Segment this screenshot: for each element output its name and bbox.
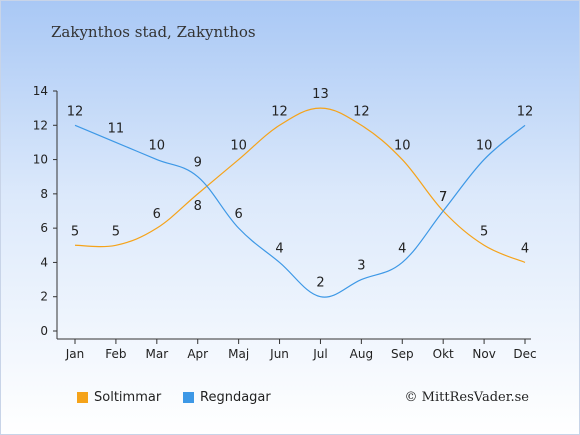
legend-item-soltimmar: Soltimmar [77, 390, 161, 405]
y-tick-label: 2 [40, 290, 48, 304]
data-label-soltimmar: 5 [71, 224, 79, 239]
series-line-regndagar [74, 124, 526, 298]
x-tick-label: Dec [513, 347, 536, 361]
series-line-soltimmar [74, 107, 526, 263]
x-tick-label: Nov [472, 347, 495, 361]
data-label-regndagar: 12 [67, 104, 84, 119]
legend-swatch-soltimmar [77, 392, 88, 403]
copyright-text: © MittResVader.se [404, 390, 529, 405]
data-label-regndagar: 6 [234, 207, 242, 222]
y-axis-ticks: 0 2 4 6 8 10 12 14 [33, 84, 57, 338]
y-tick-label: 4 [40, 255, 48, 269]
x-tick-label: Apr [187, 347, 208, 361]
data-label-regndagar: 4 [398, 241, 406, 256]
x-axis-ticks: Jan Feb Mar Apr Maj Jun Jul Aug Sep Okt Nov Dec [65, 339, 537, 361]
data-label-soltimmar: 8 [194, 199, 202, 214]
data-label-soltimmar: 12 [271, 104, 288, 119]
x-tick-label: Aug [350, 347, 373, 361]
y-tick-label: 12 [33, 118, 48, 132]
data-label-regndagar: 11 [108, 121, 125, 136]
y-tick-label: 0 [40, 324, 48, 338]
y-tick-label: 8 [40, 187, 48, 201]
x-tick-label: Mar [145, 347, 168, 361]
x-tick-label: Sep [391, 347, 414, 361]
data-label-soltimmar: 5 [112, 224, 120, 239]
x-tick-label: Feb [105, 347, 126, 361]
data-label-regndagar: 2 [316, 276, 324, 291]
data-label-regndagar: 12 [517, 104, 534, 119]
data-label-soltimmar: 10 [230, 139, 247, 154]
y-tick-label: 14 [33, 84, 48, 98]
data-label-regndagar: 4 [275, 241, 283, 256]
x-tick-label: Jul [312, 347, 327, 361]
data-label-regndagar: 10 [149, 139, 166, 154]
y-tick-label: 10 [33, 153, 48, 167]
legend-item-regndagar: Regndagar [183, 390, 271, 405]
data-labels-regndagar: 12 11 10 9 6 4 2 3 4 7 10 12 [67, 104, 534, 290]
legend-label-regndagar: Regndagar [200, 390, 271, 405]
x-tick-label: Jun [269, 347, 289, 361]
data-label-regndagar: 9 [194, 156, 202, 171]
data-labels-soltimmar: 5 5 6 8 10 12 13 12 10 7 5 4 [71, 87, 529, 256]
legend-swatch-regndagar [183, 392, 194, 403]
data-label-soltimmar: 10 [394, 139, 411, 154]
data-label-regndagar: 3 [357, 259, 365, 274]
chart-title: Zakynthos stad, Zakynthos [51, 23, 256, 41]
y-tick-label: 6 [40, 221, 48, 235]
data-label-soltimmar: 12 [353, 104, 370, 119]
data-label-regndagar: 7 [439, 190, 447, 205]
data-label-soltimmar: 13 [312, 87, 329, 102]
data-label-soltimmar: 6 [153, 207, 161, 222]
data-label-regndagar: 10 [476, 139, 493, 154]
data-label-soltimmar: 4 [521, 241, 529, 256]
x-tick-label: Okt [433, 347, 454, 361]
legend-label-soltimmar: Soltimmar [94, 390, 162, 405]
x-tick-label: Jan [65, 347, 85, 361]
data-label-soltimmar: 7 [439, 190, 447, 205]
x-tick-label: Maj [228, 347, 249, 361]
data-label-soltimmar: 5 [480, 224, 488, 239]
